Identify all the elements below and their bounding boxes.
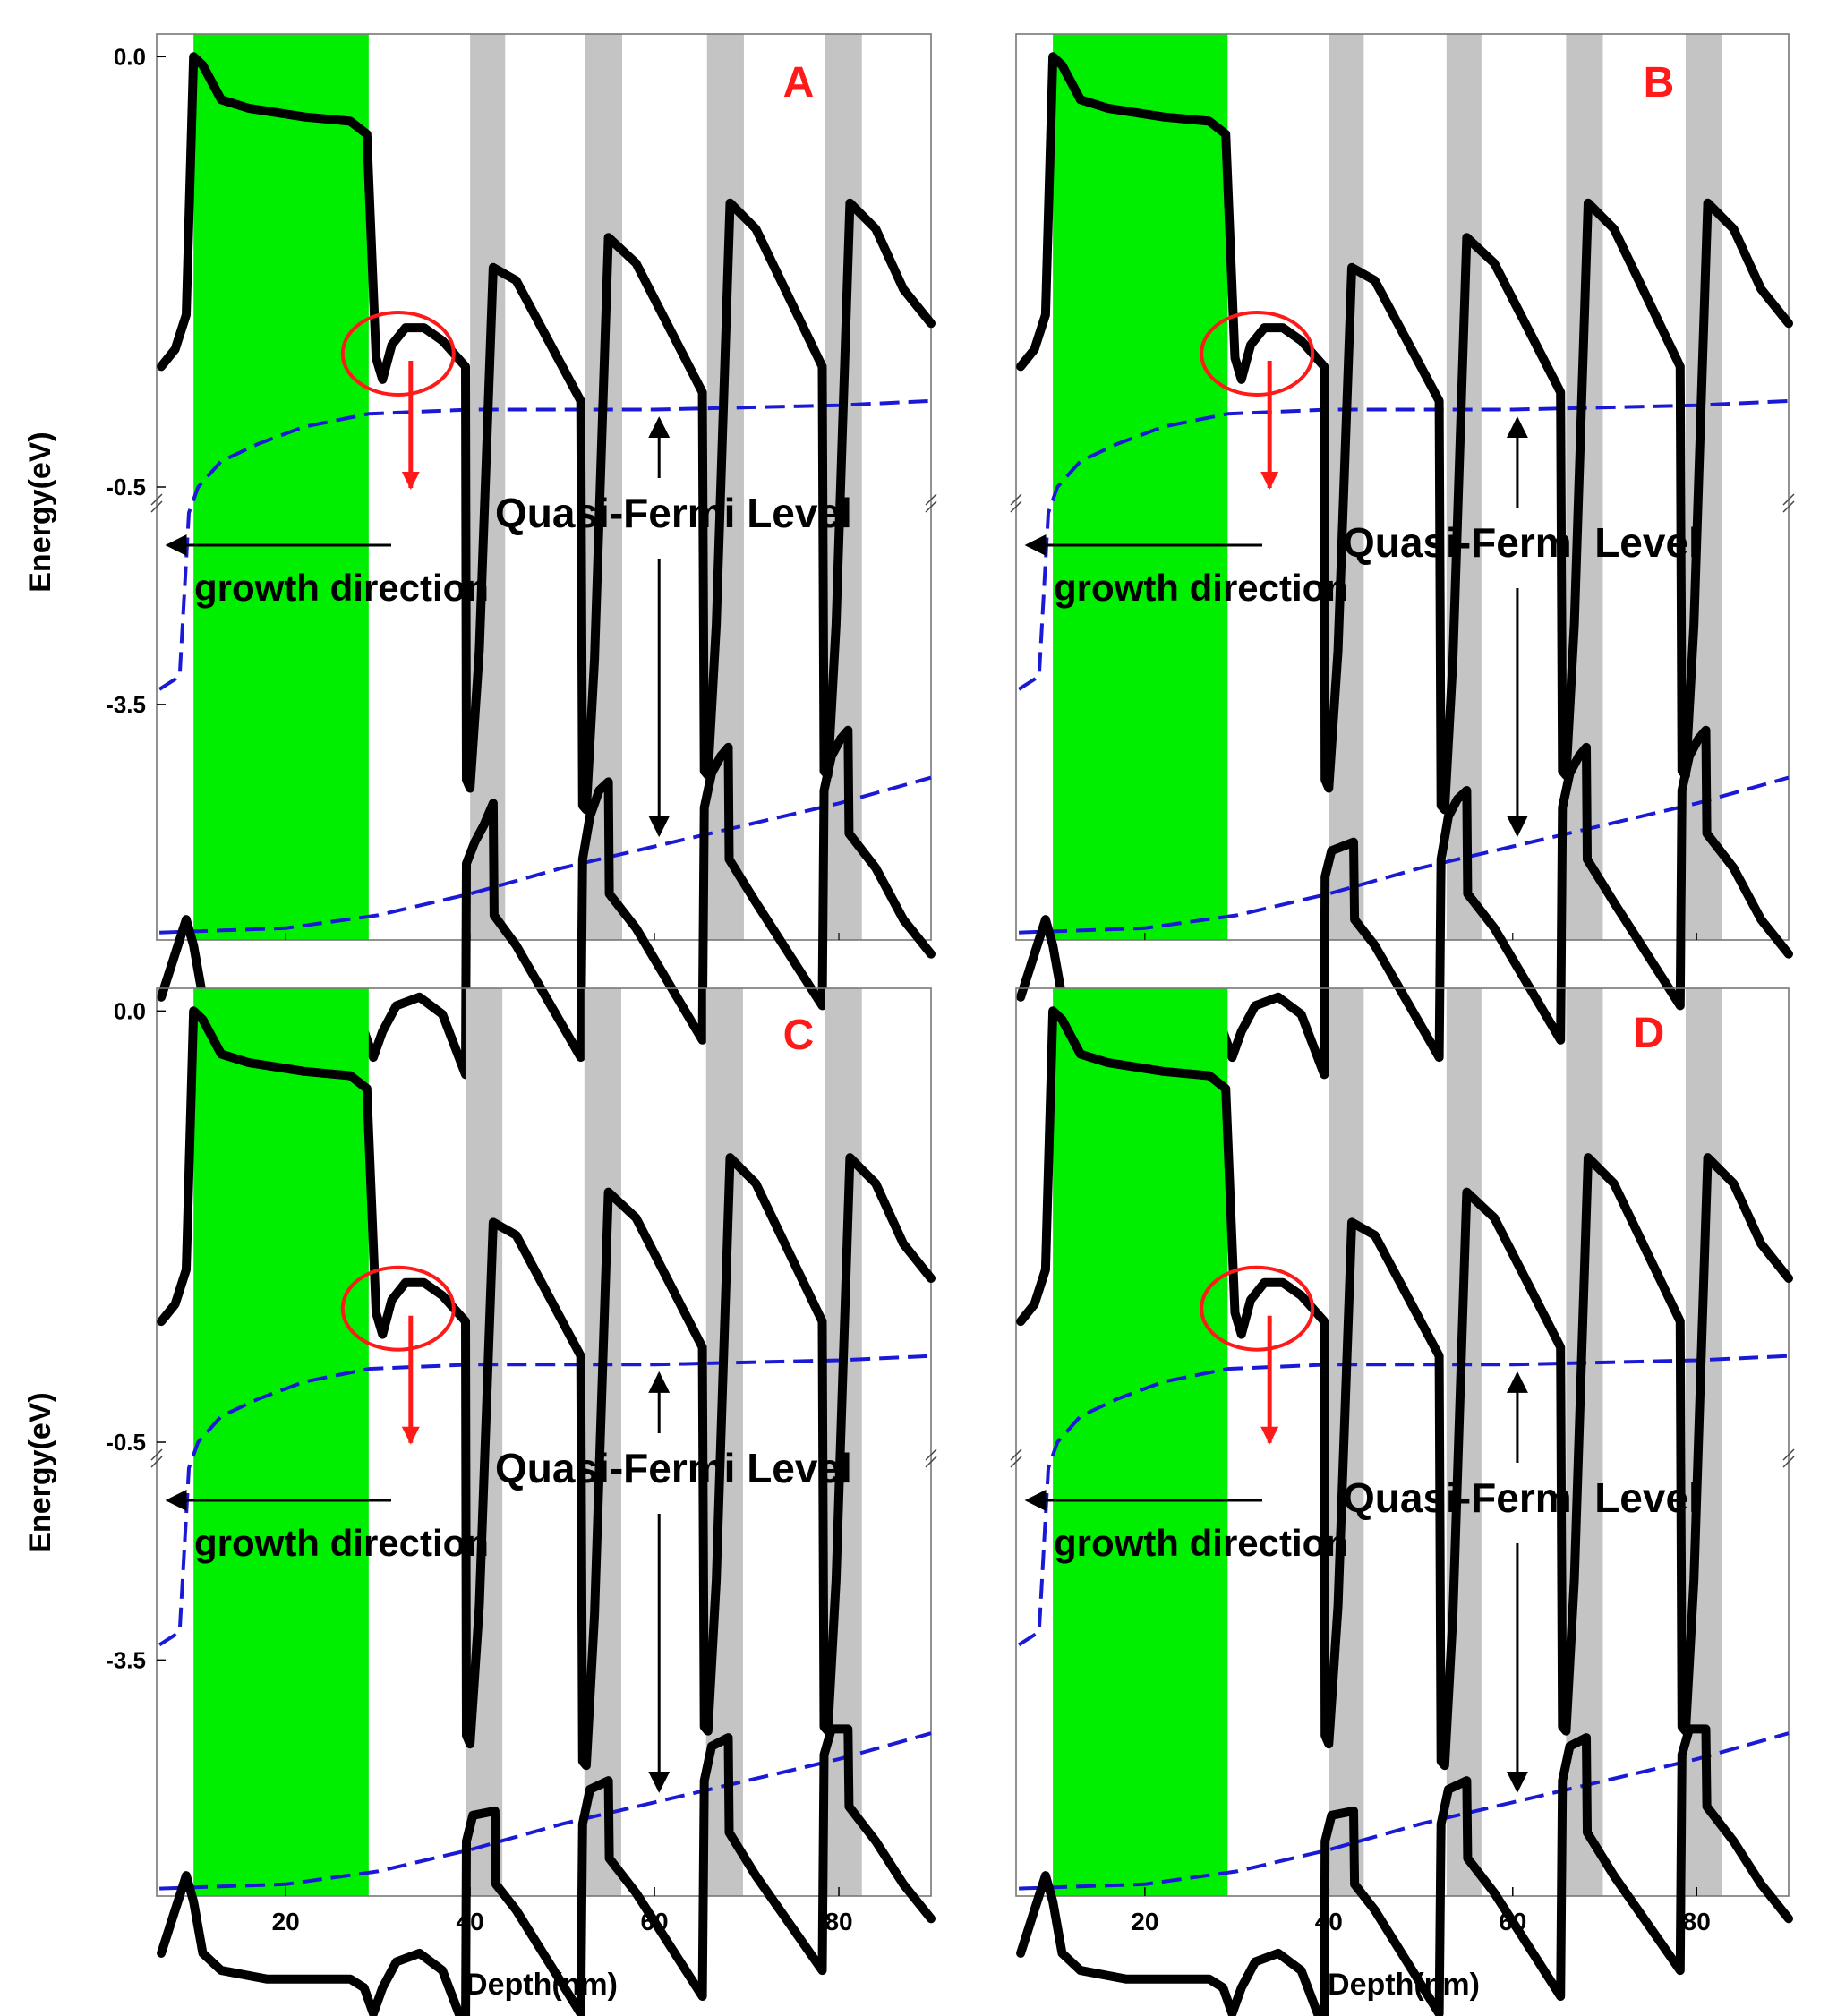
y-tick-label: -0.5	[106, 1429, 146, 1456]
valence-band-line	[157, 1724, 936, 2016]
y-tick-label: -3.5	[106, 1646, 146, 1673]
x-tick-label: 20	[272, 1908, 300, 1935]
green-region	[193, 34, 369, 940]
y-tick-label: -3.5	[106, 691, 146, 718]
x-tick-label: 80	[1683, 1908, 1711, 1935]
highlight-circle	[340, 1265, 456, 1352]
highlight-circle	[340, 310, 456, 397]
valence-band-line	[1016, 1724, 1793, 2016]
plot-frame	[1015, 33, 1790, 941]
quasi-fermi-vb-line	[159, 1731, 932, 1891]
y-tick-label: 0.0	[114, 997, 146, 1024]
panel-label: C	[783, 1012, 815, 1059]
quasi-fermi-cb-line	[1018, 1354, 1790, 1647]
quasi-fermi-level-label: Quasi-Fermi Level	[495, 490, 852, 536]
x-tick-label: 20	[1131, 1908, 1158, 1935]
axis-break-marks	[150, 1448, 937, 1468]
panel-label: D	[1634, 1010, 1665, 1057]
green-region	[1053, 34, 1228, 940]
growth-direction-label: growth direction	[194, 1522, 489, 1564]
quasi-fermi-cb-line	[158, 1354, 932, 1647]
axis-break-marks	[1010, 493, 1795, 513]
quasi-fermi-cb-line	[158, 398, 932, 691]
quasi-fermi-level-label: Quasi-Fermi Level	[1343, 519, 1700, 566]
panel-label: A	[783, 59, 815, 107]
quasi-fermi-vb-line	[1019, 775, 1790, 935]
x-axis-label-left: Depth(nm)	[466, 1968, 618, 2002]
y-tick-label: -0.5	[106, 474, 146, 500]
x-axis-label-right: Depth(nm)	[1328, 1968, 1480, 2002]
growth-direction-label: growth direction	[194, 567, 489, 609]
x-tick-label: 80	[825, 1908, 852, 1935]
quasi-fermi-vb-line	[159, 775, 932, 935]
quasi-fermi-level-label: Quasi-Fermi Level	[495, 1445, 852, 1491]
axis-break-marks	[1010, 1448, 1795, 1468]
gray-layer-2	[1446, 988, 1482, 1896]
conduction-band-line	[157, 1006, 936, 1771]
quasi-fermi-vb-line	[1019, 1731, 1790, 1891]
y-tick-label: 0.0	[114, 43, 146, 70]
quasi-fermi-level-label: Quasi-Fermi Level	[1343, 1474, 1700, 1521]
highlight-circle	[1200, 1265, 1315, 1352]
axis-break-marks	[150, 493, 937, 513]
conduction-band-line	[1016, 52, 1793, 815]
y-axis-label-top: Energy(eV)	[23, 431, 57, 593]
green-region	[193, 988, 369, 1896]
y-axis-label-bottom: Energy(eV)	[23, 1392, 57, 1553]
highlight-circle	[1200, 310, 1315, 397]
conduction-band-line	[157, 52, 936, 815]
plot-frame	[1015, 987, 1790, 1897]
quasi-fermi-cb-line	[1018, 398, 1790, 691]
green-region	[1053, 988, 1228, 1896]
panel-label: B	[1644, 59, 1675, 107]
growth-direction-label: growth direction	[1054, 567, 1348, 609]
growth-direction-label: growth direction	[1054, 1522, 1348, 1564]
conduction-band-line	[1016, 1006, 1793, 1771]
